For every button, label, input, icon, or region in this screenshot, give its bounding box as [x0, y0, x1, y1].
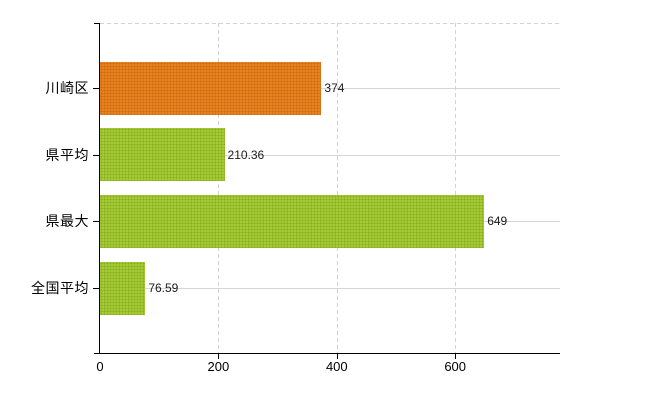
horizontal-gridline — [100, 288, 560, 289]
x-axis-tick — [336, 354, 338, 359]
bar-全国平均[interactable] — [100, 261, 146, 315]
value-label: 649 — [487, 214, 508, 229]
category-tick — [93, 288, 100, 289]
value-label: 210.36 — [227, 147, 265, 162]
bar-県平均[interactable] — [100, 128, 225, 182]
category-tick — [93, 221, 100, 223]
x-axis-tick — [455, 354, 457, 359]
x-tick-label: 600 — [444, 359, 467, 374]
y-axis-line — [99, 23, 100, 354]
x-axis-tick — [218, 354, 220, 359]
x-tick-label: 0 — [96, 359, 104, 374]
value-label: 374 — [324, 81, 345, 95]
vertical-gridline — [336, 23, 338, 353]
vertical-gridline — [455, 23, 457, 353]
category-label: 県最大 — [45, 213, 89, 230]
plot-top-border — [100, 23, 560, 24]
category-label: 全国平均 — [31, 280, 89, 296]
x-axis-line — [94, 353, 560, 354]
x-tick-label: 200 — [207, 359, 230, 374]
value-label: 76.59 — [148, 281, 179, 295]
category-tick — [93, 154, 100, 156]
vertical-gridline — [218, 23, 220, 353]
horizontal-gridline — [100, 88, 560, 89]
horizontal-gridline — [100, 154, 560, 156]
x-tick-label: 400 — [325, 359, 348, 374]
bar-県最大[interactable] — [100, 194, 485, 248]
axis-top-tick — [94, 23, 100, 24]
category-label: 県平均 — [45, 146, 89, 163]
category-label: 川崎区 — [45, 80, 89, 96]
category-tick — [93, 88, 100, 89]
bar-川崎区[interactable] — [100, 61, 322, 115]
